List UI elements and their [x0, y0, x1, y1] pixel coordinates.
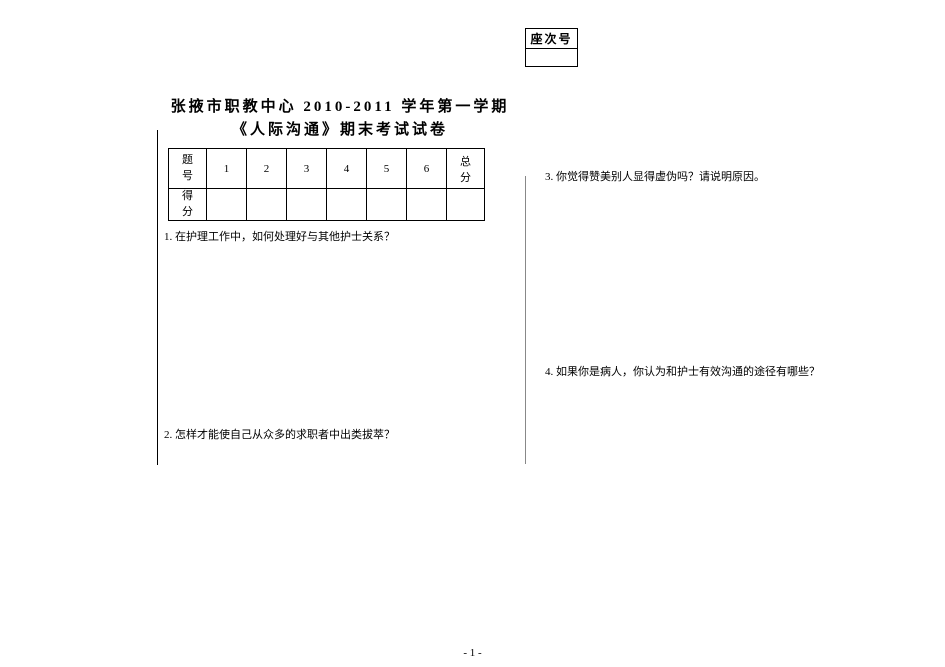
score-cell-total[interactable] [447, 189, 485, 221]
question-number-cell: 5 [367, 149, 407, 189]
question-3: 3. 你觉得赞美别人显得虚伪吗？请说明原因。 [545, 168, 765, 184]
question-number-cell: 1 [207, 149, 247, 189]
score-cell[interactable] [287, 189, 327, 221]
question-number-cell: 3 [287, 149, 327, 189]
seat-number-box: 座次号 [525, 28, 578, 67]
question-number-cell: 4 [327, 149, 367, 189]
score-table-header-row: 题 号 1 2 3 4 5 6 总 分 [169, 149, 485, 189]
seat-value-cell[interactable] [526, 49, 578, 67]
score-cell[interactable] [247, 189, 287, 221]
question-number-cell: 6 [407, 149, 447, 189]
score-table-score-row: 得 分 [169, 189, 485, 221]
seat-label: 座次号 [526, 29, 578, 49]
score-table: 题 号 1 2 3 4 5 6 总 分 得 分 [168, 148, 485, 221]
title-line-2: 《人际沟通》期末考试试卷 [170, 119, 510, 142]
question-4: 4. 如果你是病人，你认为和护士有效沟通的途径有哪些？ [545, 363, 820, 379]
question-1: 1. 在护理工作中，如何处理好与其他护士关系？ [164, 228, 395, 244]
score-cell[interactable] [407, 189, 447, 221]
left-divider-line [157, 130, 158, 465]
total-header-cell: 总 分 [447, 149, 485, 189]
score-cell[interactable] [367, 189, 407, 221]
page-number: - 1 - [0, 647, 945, 659]
question-2: 2. 怎样才能使自己从众多的求职者中出类拔萃？ [164, 426, 395, 442]
question-header-cell: 题 号 [169, 149, 207, 189]
title-line-1: 张掖市职教中心 2010-2011 学年第一学期 [170, 96, 510, 119]
title-block: 张掖市职教中心 2010-2011 学年第一学期 《人际沟通》期末考试试卷 [170, 96, 510, 141]
score-cell[interactable] [207, 189, 247, 221]
exam-page: 座次号 张掖市职教中心 2010-2011 学年第一学期 《人际沟通》期末考试试… [0, 0, 945, 667]
score-header-cell: 得 分 [169, 189, 207, 221]
score-cell[interactable] [327, 189, 367, 221]
column-divider-line [525, 176, 526, 464]
question-number-cell: 2 [247, 149, 287, 189]
